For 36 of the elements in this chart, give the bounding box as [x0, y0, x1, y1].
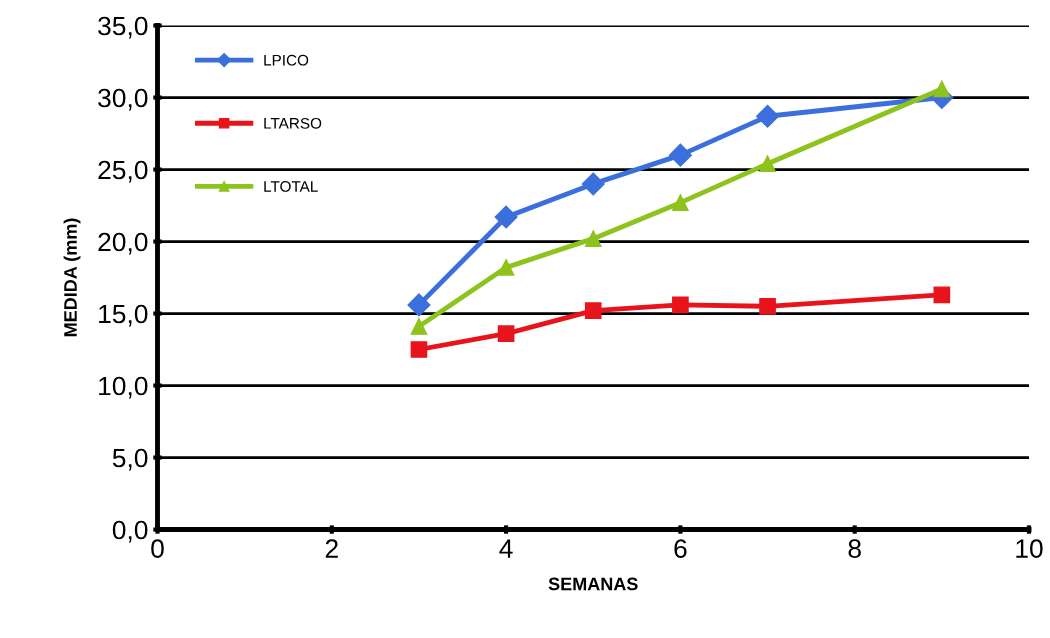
point: [497, 259, 515, 276]
point: [410, 341, 428, 358]
y-tick-label: 5,0: [112, 448, 148, 471]
x-tick-label: 8: [848, 539, 861, 558]
point: [759, 155, 776, 173]
point: [756, 104, 780, 128]
point: [933, 80, 951, 98]
point: [668, 143, 692, 167]
legend-label: LTARSO: [264, 117, 322, 129]
y-tick-label: 15,0: [99, 304, 148, 327]
legend-label: LPICO: [264, 54, 309, 66]
y-axis-title: MEDIDA (mm): [63, 218, 81, 337]
y-tick-label: 30,0: [98, 88, 148, 111]
point: [672, 296, 689, 314]
y-tick-label: 35,0: [98, 16, 148, 39]
y-tick-label: 20,0: [98, 232, 148, 255]
x-tick-label: 0: [151, 539, 164, 558]
point: [584, 230, 602, 247]
y-tick-label: 25,0: [98, 160, 148, 183]
x-tick-label: 10: [1016, 539, 1043, 558]
x-axis-title: SEMANAS: [548, 577, 638, 591]
point: [410, 318, 428, 335]
y-tick-label: 10,0: [99, 376, 148, 399]
x-tick-label: 4: [499, 539, 513, 558]
x-tick-label: 2: [325, 539, 338, 558]
point: [497, 325, 515, 343]
point: [672, 194, 689, 211]
y-tick-label: 0,0: [112, 520, 148, 543]
x-tick-label: 6: [674, 539, 687, 558]
point: [584, 302, 602, 319]
point: [933, 286, 951, 304]
point: [407, 293, 431, 317]
point: [759, 297, 776, 315]
legend-label: LTOTAL: [264, 181, 318, 192]
point: [581, 172, 605, 196]
point: [494, 205, 518, 229]
